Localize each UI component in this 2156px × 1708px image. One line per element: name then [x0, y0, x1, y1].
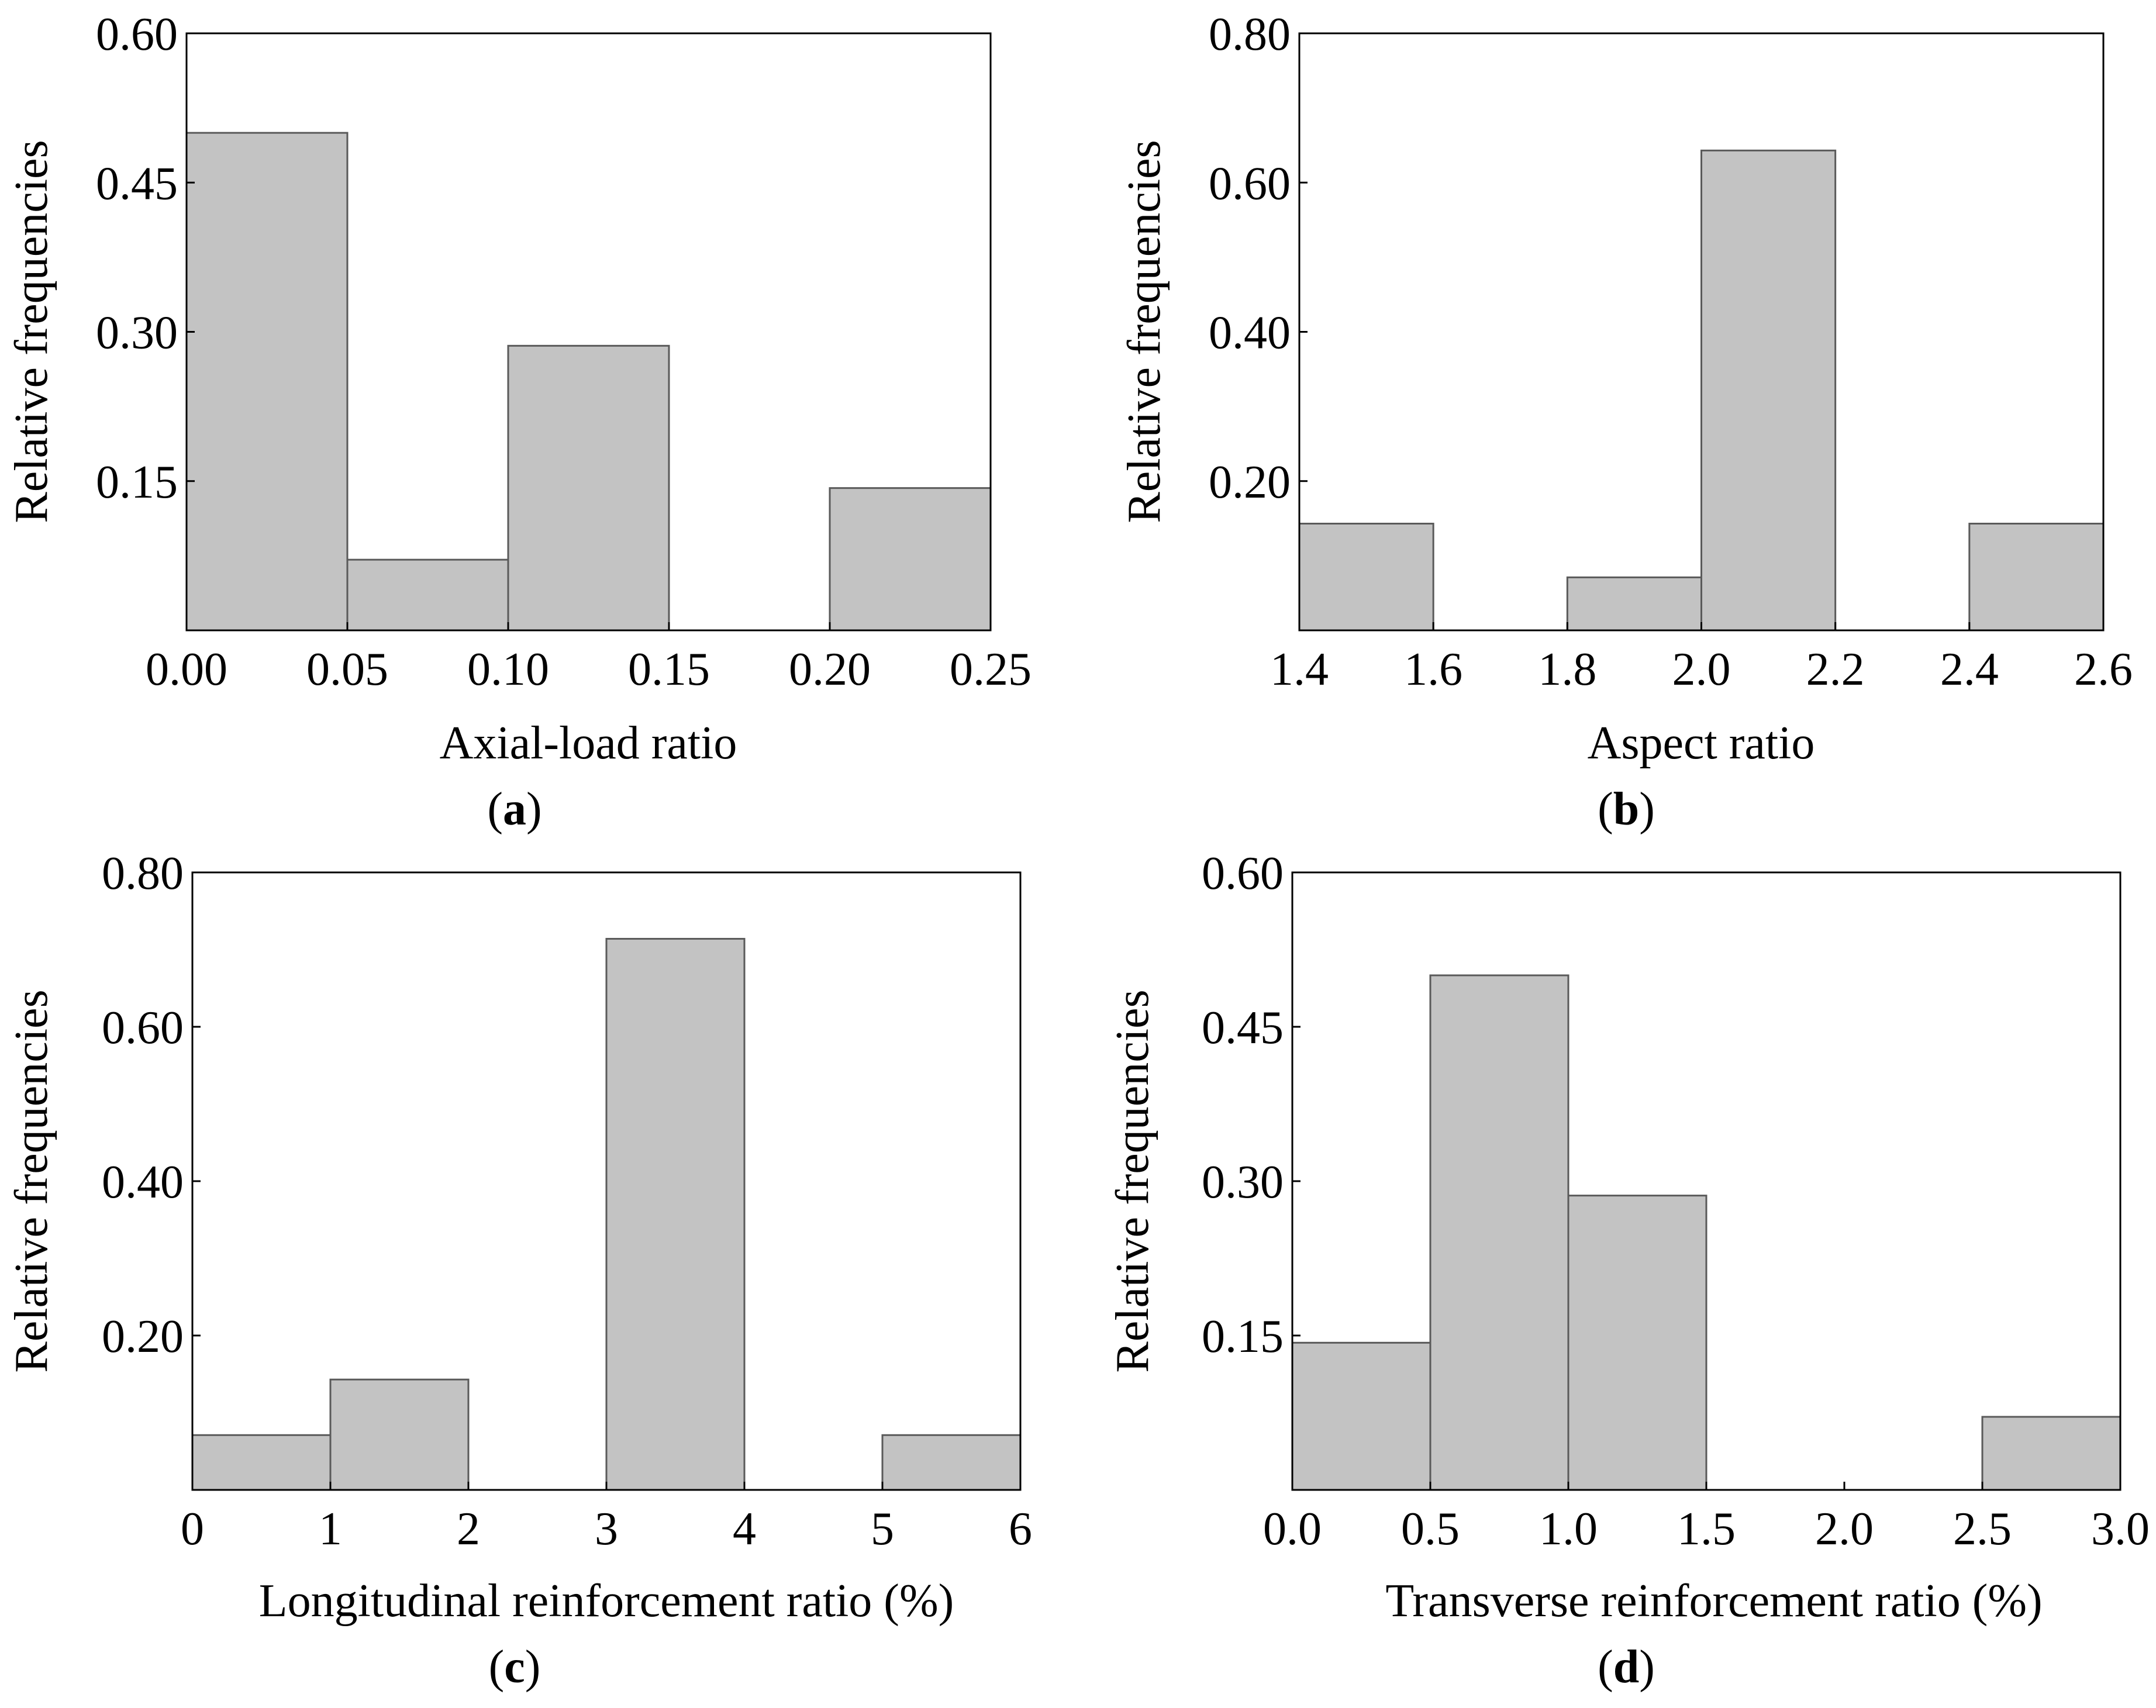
chart-d-x-tick-label-5: 2.0 [1815, 1503, 1874, 1555]
chart-d-bar-2 [1429, 974, 1569, 1491]
chart-d-panel-letter: d [1613, 1641, 1640, 1693]
chart-b-x-tick-label-6: 2.4 [1940, 644, 1999, 695]
chart-a-y-tick-label-2: 0.30 [96, 308, 178, 359]
chart-c-bars [191, 938, 1022, 1491]
chart-c-panel-label: (c) [489, 1641, 541, 1693]
chart-b-y-tick-label-3: 0.60 [1209, 158, 1291, 209]
chart-c-y-tick-label-2: 0.40 [102, 1157, 184, 1208]
chart-b-y-axis: 0.20 0.40 0.60 0.80 [1209, 9, 1308, 508]
chart-d-x-tick-label-7: 3.0 [2091, 1503, 2150, 1555]
chart-d-bars [1291, 974, 2121, 1491]
chart-a-svg: 0.15 0.30 0.45 0.60 0.00 0.05 0.10 0.15 0.20 0.2… [6, 9, 1032, 835]
chart-b-x-tick-label-4: 2.0 [1672, 644, 1731, 695]
chart-c-y-axis: 0.20 0.40 0.60 0.80 [102, 848, 201, 1362]
chart-b-x-tick-label-2: 1.6 [1404, 644, 1462, 695]
chart-b-panel-label: (b) [1598, 784, 1655, 835]
chart-d-x-axis: 0.0 0.5 1.0 1.5 2.0 2.5 3.0 [1263, 1482, 2150, 1555]
chart-a-bars [185, 132, 992, 632]
chart-d-bar-1 [1291, 1341, 1431, 1491]
chart-b-x-tick-label-3: 1.8 [1538, 644, 1596, 695]
chart-a-bar-5 [829, 487, 992, 632]
chart-d-x-tick-label-6: 2.5 [1953, 1503, 2012, 1555]
chart-c-y-tick-label-3: 0.60 [102, 1002, 184, 1054]
chart-a-y-tick-label-4: 0.60 [96, 9, 178, 60]
chart-d-panel-label: (d) [1598, 1641, 1655, 1693]
chart-a-panel-letter: a [503, 784, 526, 835]
chart-a-bar-2 [346, 558, 509, 632]
chart-a-x-tick-label-6: 0.25 [950, 644, 1032, 695]
chart-d-x-tick-label-4: 1.5 [1677, 1503, 1736, 1555]
chart-d-svg: 0.15 0.30 0.45 0.60 0.0 0.5 1.0 1.5 2.0 2.5 3.0 R… [1107, 848, 2150, 1693]
chart-c-x-tick-label-5: 4 [733, 1503, 756, 1555]
chart-c-panel-letter: c [504, 1641, 525, 1693]
chart-b-x-tick-label-1: 1.4 [1270, 644, 1329, 695]
chart-c-bar-4 [605, 938, 746, 1491]
chart-b-bar-4 [1700, 149, 1837, 632]
chart-d-y-tick-label-3: 0.45 [1202, 1002, 1284, 1054]
chart-d-y-tick-label-4: 0.60 [1202, 853, 1284, 899]
chart-b-x-tick-label-7: 2.6 [2074, 644, 2133, 695]
chart-a-y-axis-title: Relative frequencies [6, 140, 57, 523]
chart-c-bar-2 [329, 1378, 470, 1491]
chart-b-x-tick-label-5: 2.2 [1806, 644, 1865, 695]
chart-panel-d: 0.15 0.30 0.45 0.60 0.0 0.5 1.0 1.5 2.0 2.5 3.0 R… [1078, 848, 2156, 1705]
chart-a-x-tick-label-1: 0.00 [146, 644, 227, 695]
chart-c-x-tick-label-6: 5 [871, 1503, 894, 1555]
chart-d-y-tick-label-2: 0.30 [1202, 1157, 1284, 1208]
chart-b-x-axis-title: Aspect ratio [1588, 717, 1815, 769]
chart-b-y-tick-label-1: 0.20 [1209, 457, 1291, 508]
chart-d-y-tick-label-1: 0.15 [1202, 1311, 1284, 1362]
chart-c-x-tick-label-7: 6 [1009, 1503, 1032, 1555]
chart-c-x-tick-label-1: 0 [181, 1503, 204, 1555]
chart-c-x-tick-label-4: 3 [595, 1503, 618, 1555]
chart-a-bar-1 [185, 132, 349, 632]
chart-c-bar-6 [881, 1434, 1022, 1491]
chart-c-y-tick-label-4: 0.80 [102, 853, 184, 899]
chart-a-x-axis: 0.00 0.05 0.10 0.15 0.20 0.25 [146, 622, 1032, 695]
chart-c-y-tick-label-1: 0.20 [102, 1311, 184, 1362]
chart-a-x-tick-label-3: 0.10 [467, 644, 549, 695]
chart-a-x-tick-label-2: 0.05 [306, 644, 388, 695]
chart-b-bar-6 [1968, 522, 2105, 632]
chart-a-y-tick-label-1: 0.15 [96, 457, 178, 508]
chart-a-x-tick-label-5: 0.20 [789, 644, 871, 695]
chart-d-bar-3 [1567, 1195, 1707, 1491]
chart-a-bar-3 [507, 344, 670, 632]
chart-b-bar-1 [1298, 522, 1434, 632]
chart-d-x-axis-title: Transverse reinforcement ratio (%) [1385, 1575, 2042, 1627]
chart-a-x-tick-label-4: 0.15 [628, 644, 710, 695]
chart-a-y-axis: 0.15 0.30 0.45 0.60 [96, 9, 195, 508]
chart-c-x-tick-label-3: 2 [457, 1503, 480, 1555]
chart-b-bar-3 [1566, 576, 1702, 632]
chart-a-panel-label: (a) [487, 784, 541, 835]
chart-c-svg: 0.20 0.40 0.60 0.80 0 1 2 3 4 5 6 Relative freque… [6, 848, 1032, 1693]
chart-b-panel-letter: b [1613, 784, 1640, 835]
chart-b-y-axis-title: Relative frequencies [1119, 140, 1170, 523]
chart-b-y-tick-label-2: 0.40 [1209, 308, 1291, 359]
chart-d-x-tick-label-3: 1.0 [1539, 1503, 1598, 1555]
chart-b-x-axis: 1.4 1.6 1.8 2.0 2.2 2.4 2.6 [1270, 622, 2133, 695]
chart-a-y-tick-label-3: 0.45 [96, 158, 178, 209]
chart-c-y-axis-title: Relative frequencies [6, 989, 57, 1372]
chart-panel-a: 0.15 0.30 0.45 0.60 0.00 0.05 0.10 0.15 0.20 0.2… [0, 0, 1078, 853]
chart-panel-b: 0.20 0.40 0.60 0.80 1.4 1.6 1.8 2.0 2.2 2.4 2.6 R… [1078, 0, 2156, 853]
chart-b-svg: 0.20 0.40 0.60 0.80 1.4 1.6 1.8 2.0 2.2 2.4 2.6 R… [1119, 9, 2133, 835]
chart-c-x-axis-title: Longitudinal reinforcement ratio (%) [259, 1575, 954, 1627]
chart-d-y-axis-title: Relative frequencies [1107, 989, 1158, 1372]
chart-b-y-tick-label-4: 0.80 [1209, 9, 1291, 60]
chart-d-x-tick-label-2: 0.5 [1401, 1503, 1460, 1555]
chart-b-bars [1298, 149, 2105, 632]
chart-panel-c: 0.20 0.40 0.60 0.80 0 1 2 3 4 5 6 Relative freque… [0, 848, 1078, 1705]
chart-a-x-axis-title: Axial-load ratio [440, 717, 737, 769]
chart-d-bar-6 [1981, 1416, 2121, 1491]
chart-d-x-tick-label-1: 0.0 [1263, 1503, 1322, 1555]
chart-d-y-axis: 0.15 0.30 0.45 0.60 [1202, 848, 1301, 1362]
chart-c-x-tick-label-2: 1 [319, 1503, 342, 1555]
chart-c-x-axis: 0 1 2 3 4 5 6 [181, 1482, 1032, 1555]
chart-c-bar-1 [191, 1434, 332, 1491]
